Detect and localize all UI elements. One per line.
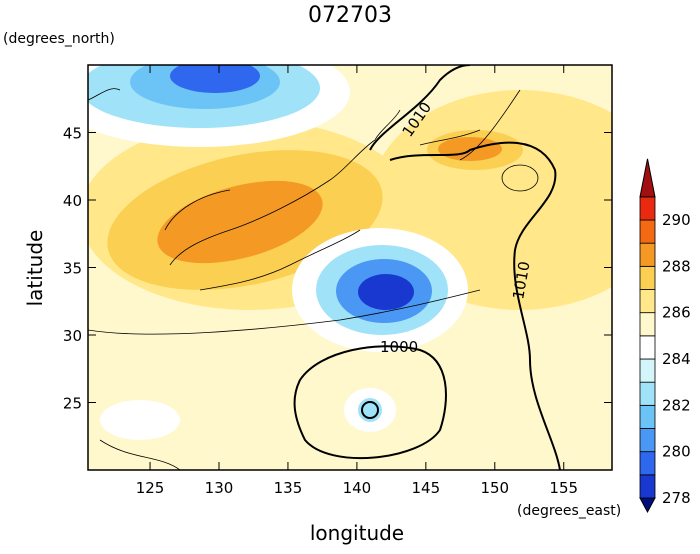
- x-tick-label: 140: [343, 479, 372, 497]
- x-tick-label: 135: [274, 479, 303, 497]
- colorbar-label: 288: [662, 257, 691, 275]
- colorbar-label: 280: [662, 443, 691, 461]
- y-tick-label: 45: [63, 125, 82, 143]
- y-tick-label: 25: [63, 395, 82, 413]
- x-units: (degrees_east): [517, 503, 621, 519]
- x-tick-label: 145: [412, 479, 441, 497]
- title: 072703: [308, 3, 392, 28]
- colorbar-label: 286: [662, 304, 691, 322]
- colorbar-box: [639, 242, 656, 267]
- colorbar-box: [639, 196, 656, 221]
- colorbar-label: 278: [662, 489, 691, 507]
- colorbar-box: [639, 381, 656, 406]
- colorbar-label: 290: [662, 211, 691, 229]
- contour-label: 1000: [380, 338, 418, 356]
- colorbar-box: [639, 312, 656, 337]
- x-tick-label: 125: [136, 479, 165, 497]
- y-tick-label: 35: [63, 260, 82, 278]
- colorbar-box: [639, 404, 656, 429]
- colorbar-label: 284: [662, 350, 691, 368]
- colorbar-box: [639, 265, 656, 290]
- x-tick-label: 130: [205, 479, 234, 497]
- colorbar-triangle: [639, 497, 656, 514]
- y-tick-label: 40: [63, 192, 82, 210]
- colorbar-triangle: [639, 158, 656, 198]
- x-tick-label: 150: [480, 479, 509, 497]
- colorbar-box: [639, 428, 656, 453]
- y-tick-label: 30: [63, 327, 82, 345]
- y-label: latitude: [23, 230, 47, 307]
- x-label: longitude: [310, 521, 404, 545]
- colorbar-label: 282: [662, 396, 691, 414]
- x-tick-label: 155: [549, 479, 578, 497]
- colorbar-box: [639, 451, 656, 476]
- colorbar-box: [639, 289, 656, 314]
- colorbar-box: [639, 335, 656, 360]
- y-units: (degrees_north): [3, 31, 115, 47]
- field: [88, 65, 612, 470]
- colorbar-box: [639, 474, 656, 499]
- colorbar-box: [639, 219, 656, 244]
- colorbar-box: [639, 358, 656, 383]
